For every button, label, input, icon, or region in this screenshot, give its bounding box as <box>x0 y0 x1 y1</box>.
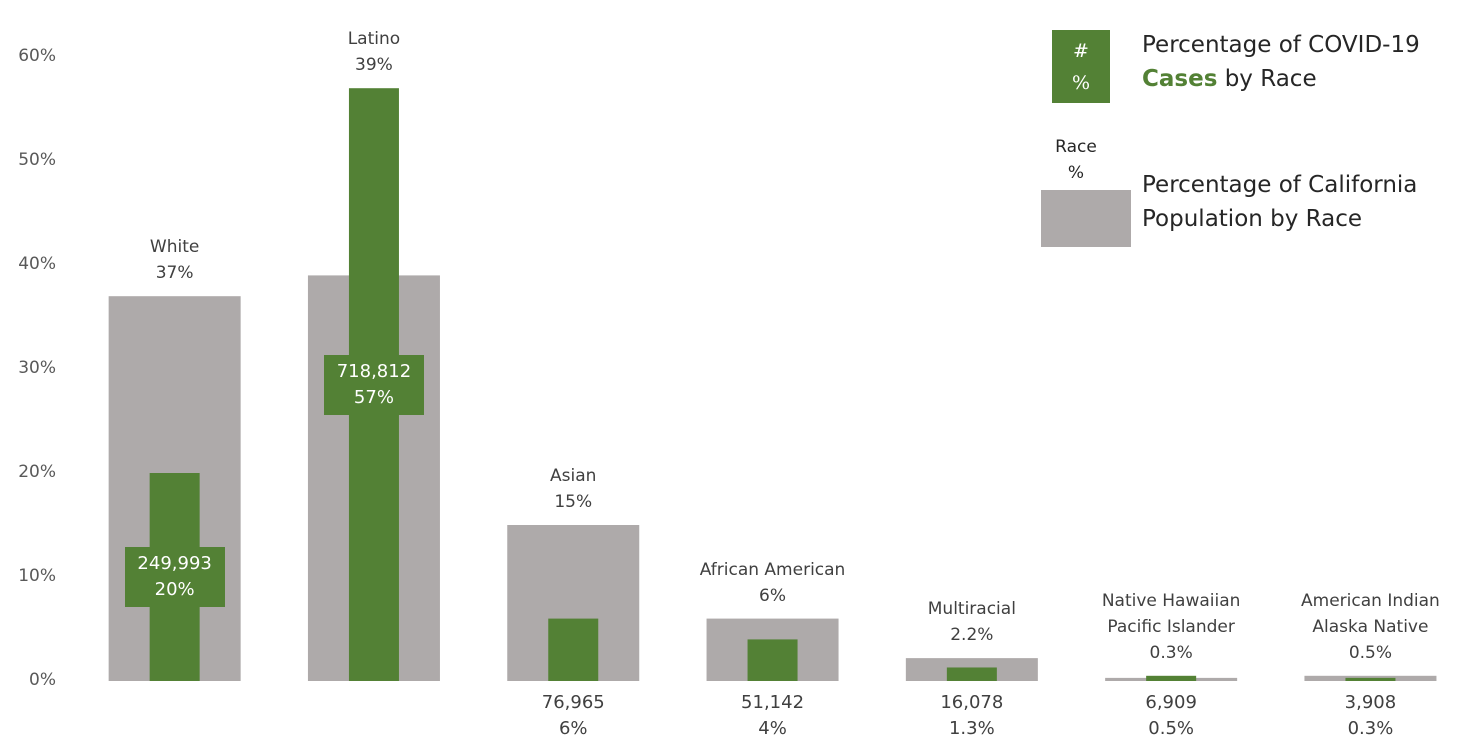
y-tick-label: 50% <box>18 150 56 170</box>
legend-cases-box: #% <box>1052 30 1110 103</box>
legend-box-text: # <box>1073 39 1089 62</box>
legend-cases-text: Percentage of COVID-19 Cases by Race <box>1142 32 1420 92</box>
category-label: Latino 39% <box>264 26 484 78</box>
legend-box-text: Race <box>1055 137 1097 157</box>
y-tick-label: 10% <box>18 566 56 586</box>
legend-population-caption: Race% <box>1036 134 1116 186</box>
cases-bar <box>548 618 599 681</box>
population-label: 39% <box>355 55 393 76</box>
category-label: Asian 15% <box>463 463 683 515</box>
cases-label: 51,142 4% <box>703 690 843 742</box>
cases-label: 76,965 6% <box>503 690 643 742</box>
y-tick-label: 40% <box>18 254 56 274</box>
case-count: 3,908 <box>1344 692 1397 713</box>
cases-percent: 0.5% <box>1148 718 1194 739</box>
cases-label-box: 718,812 57% <box>323 354 424 415</box>
population-label: 2.2% <box>950 625 994 646</box>
case-count: 718,812 <box>336 360 412 382</box>
cases-percent: 4% <box>758 718 787 739</box>
case-count: 51,142 <box>741 692 805 713</box>
cases-percent: 57% <box>353 386 394 408</box>
category-name: White <box>149 237 200 258</box>
cases-label: 6,909 0.5% <box>1101 690 1241 742</box>
category-label: White 37% <box>65 234 285 286</box>
cases-bar <box>946 667 997 681</box>
population-label: 0.3% <box>1149 642 1193 663</box>
legend-box-text: % <box>1071 71 1091 94</box>
category-name: Native Hawaiian Pacific Islander <box>1101 590 1241 637</box>
cases-label-box: 249,993 20% <box>124 547 225 607</box>
category-label: Native Hawaiian Pacific Islander 0.3% <box>1061 588 1281 666</box>
category-label: Multiracial 2.2% <box>862 596 1082 648</box>
category-label: American Indian Alaska Native 0.5% <box>1260 588 1468 666</box>
cases-percent: 1.3% <box>948 718 995 739</box>
category-name: African American <box>699 559 846 580</box>
population-label: 6% <box>759 585 787 606</box>
y-tick-label: 30% <box>18 358 56 378</box>
legend-box-text: % <box>1067 163 1085 183</box>
y-tick-label: 0% <box>29 670 56 690</box>
case-count: 6,909 <box>1145 692 1197 713</box>
cases-label: 16,078 1.3% <box>902 690 1042 742</box>
legend-population-text: Percentage of California Population by R… <box>1142 172 1418 232</box>
legend-highlight: Cases <box>1142 66 1218 92</box>
population-label: 0.5% <box>1348 642 1393 663</box>
cases-percent: 0.3% <box>1347 718 1394 739</box>
category-name: Asian <box>550 466 597 486</box>
y-tick-label: 20% <box>18 462 56 482</box>
cases-label: 3,908 0.3% <box>1300 690 1440 742</box>
population-label: 15% <box>554 492 593 512</box>
category-name: American Indian Alaska Native <box>1301 590 1440 637</box>
case-count: 76,965 <box>541 692 605 713</box>
legend-population-box <box>1041 190 1131 247</box>
cases-bar <box>1345 677 1396 681</box>
cases-percent: 20% <box>154 579 195 600</box>
category-name: Latino <box>347 29 401 50</box>
y-tick-label: 60% <box>18 46 56 66</box>
category-name: Multiracial <box>927 599 1016 620</box>
cases-bar <box>747 639 798 681</box>
cases-percent: 6% <box>558 718 588 739</box>
case-count: 249,993 <box>137 553 212 574</box>
category-label: African American 6% <box>663 557 883 609</box>
population-label: 37% <box>155 263 194 284</box>
case-count: 16,078 <box>940 692 1004 713</box>
cases-bar <box>1146 675 1197 681</box>
